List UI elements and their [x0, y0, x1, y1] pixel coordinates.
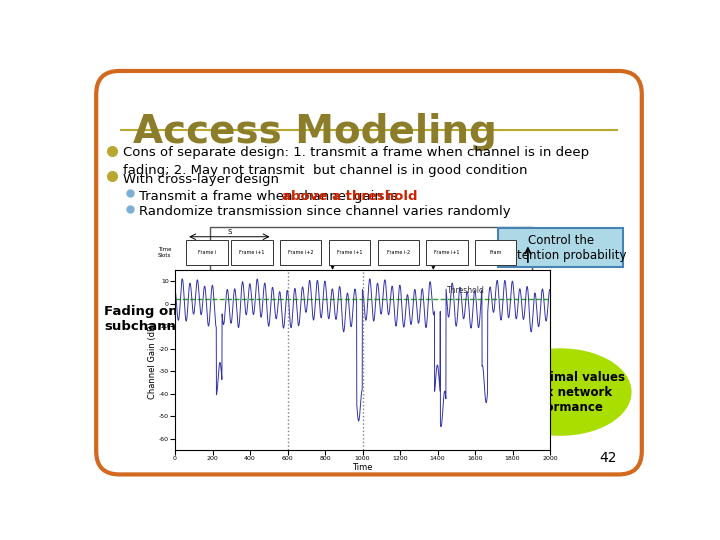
FancyBboxPatch shape [329, 240, 370, 265]
Text: Access Modeling: Access Modeling [132, 112, 497, 151]
Text: Fading on one
subchannel: Fading on one subchannel [104, 305, 210, 333]
Text: With cross-layer design: With cross-layer design [122, 173, 279, 186]
Text: Fram: Fram [490, 250, 502, 255]
Text: Control the
contention probability: Control the contention probability [495, 234, 626, 262]
FancyBboxPatch shape [426, 240, 467, 265]
Text: 42: 42 [600, 451, 617, 465]
Text: above a threshold: above a threshold [282, 190, 417, 202]
Text: Frame i+1: Frame i+1 [434, 250, 459, 255]
Text: Time
Slots: Time Slots [158, 247, 171, 258]
FancyBboxPatch shape [498, 228, 624, 267]
FancyBboxPatch shape [210, 226, 532, 423]
Text: Frame i: Frame i [198, 250, 216, 255]
FancyBboxPatch shape [186, 240, 228, 265]
Y-axis label: Channel Gain (dB): Channel Gain (dB) [148, 321, 157, 399]
Text: Frame i+1: Frame i+1 [239, 250, 265, 255]
Text: Threshold: Threshold [447, 286, 485, 295]
Text: Transmit a frame when channel gain is: Transmit a frame when channel gain is [139, 190, 402, 202]
Text: Find optimal values
to max network
performance: Find optimal values to max network perfo… [495, 370, 626, 414]
FancyBboxPatch shape [475, 240, 516, 265]
FancyBboxPatch shape [280, 240, 321, 265]
FancyBboxPatch shape [96, 71, 642, 475]
Ellipse shape [490, 350, 630, 434]
FancyBboxPatch shape [231, 240, 272, 265]
Text: Frame i-2: Frame i-2 [387, 250, 410, 255]
Text: Frame i+1: Frame i+1 [337, 250, 362, 255]
FancyBboxPatch shape [377, 240, 419, 265]
Text: Randomize transmission since channel varies randomly: Randomize transmission since channel var… [139, 205, 510, 218]
Text: S: S [228, 229, 232, 235]
X-axis label: Time: Time [352, 463, 373, 471]
Text: Cons of separate design: 1. transmit a frame when channel is in deep
fading; 2. : Cons of separate design: 1. transmit a f… [122, 146, 589, 177]
Text: Frame i+2: Frame i+2 [288, 250, 313, 255]
